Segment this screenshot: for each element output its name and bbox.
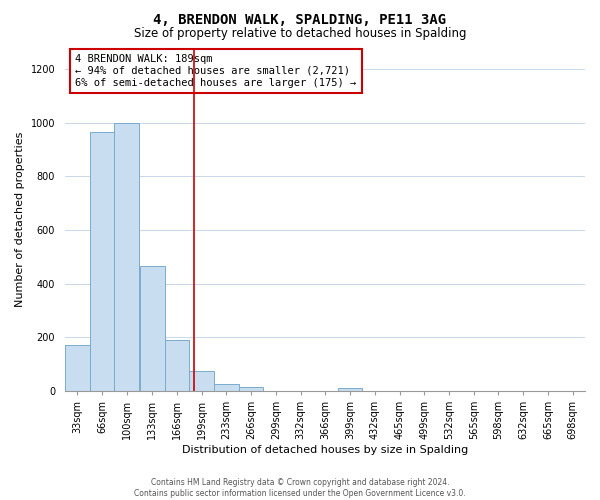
Text: 4, BRENDON WALK, SPALDING, PE11 3AG: 4, BRENDON WALK, SPALDING, PE11 3AG — [154, 12, 446, 26]
Text: 4 BRENDON WALK: 189sqm
← 94% of detached houses are smaller (2,721)
6% of semi-d: 4 BRENDON WALK: 189sqm ← 94% of detached… — [76, 54, 356, 88]
Bar — [190, 371, 214, 391]
X-axis label: Distribution of detached houses by size in Spalding: Distribution of detached houses by size … — [182, 445, 468, 455]
Bar — [214, 384, 239, 391]
Bar — [89, 132, 115, 391]
Text: Size of property relative to detached houses in Spalding: Size of property relative to detached ho… — [134, 28, 466, 40]
Y-axis label: Number of detached properties: Number of detached properties — [15, 132, 25, 307]
Text: Contains HM Land Registry data © Crown copyright and database right 2024.
Contai: Contains HM Land Registry data © Crown c… — [134, 478, 466, 498]
Bar — [164, 340, 190, 391]
Bar — [140, 266, 164, 391]
Bar — [239, 387, 263, 391]
Bar — [115, 122, 139, 391]
Bar — [338, 388, 362, 391]
Bar — [65, 346, 89, 391]
